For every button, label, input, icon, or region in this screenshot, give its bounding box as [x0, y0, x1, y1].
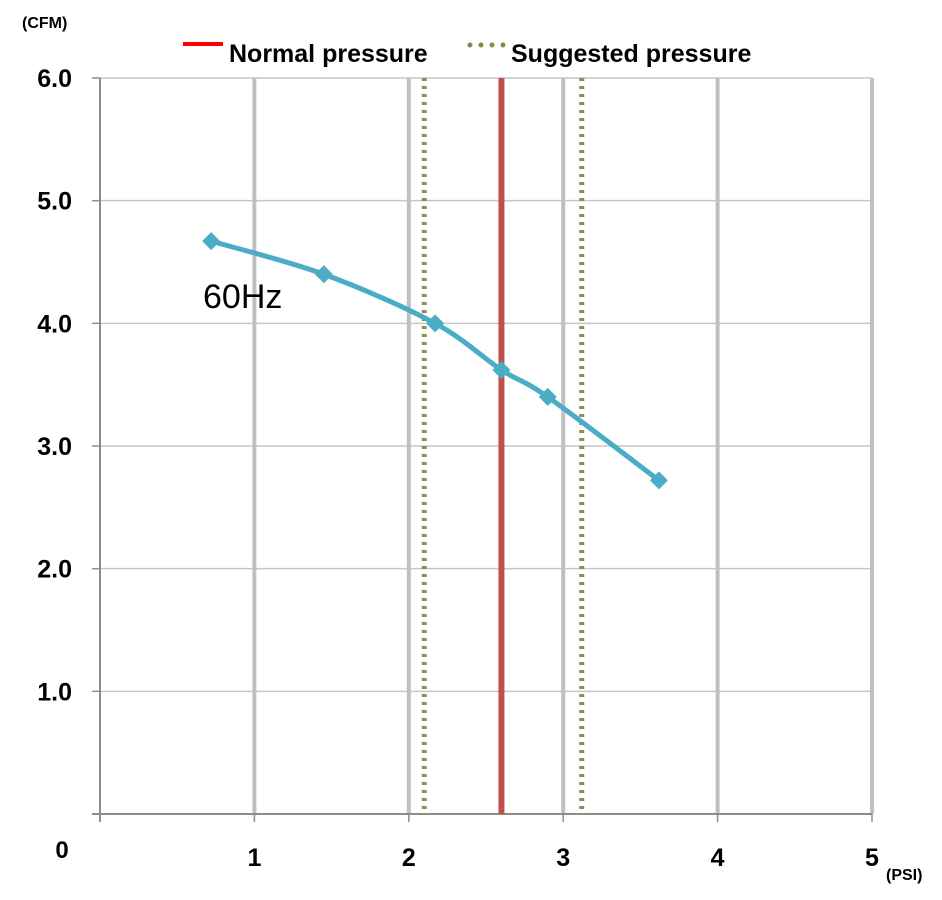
axis-labels: (CFM) (PSI) 0: [22, 15, 922, 884]
y-tick-label: 2.0: [37, 556, 72, 584]
y-tick-label: 1.0: [37, 678, 72, 706]
legend-suggested-label: Suggested pressure: [511, 40, 751, 68]
legend: Normal pressure Suggested pressure: [183, 40, 751, 68]
axes: 1.0 2.0 3.0 4.0 5.0 6.0 1 2 3 4 5: [37, 65, 879, 872]
series-label: 60Hz: [203, 278, 282, 316]
y-tick-label: 3.0: [37, 433, 72, 461]
x-tick-label: 4: [711, 844, 725, 872]
y-tick-label: 4.0: [37, 310, 72, 338]
data-point: [426, 314, 445, 333]
x-tick-label: 3: [556, 844, 570, 872]
grid: [100, 77, 874, 814]
y-unit-label: (CFM): [22, 15, 67, 32]
series: 60Hz: [202, 232, 668, 490]
data-point: [202, 232, 221, 251]
x-tick-label: 1: [247, 844, 261, 872]
x-unit-label: (PSI): [886, 867, 922, 884]
origin-label: 0: [55, 837, 68, 864]
y-tick-label: 5.0: [37, 188, 72, 216]
data-point: [314, 265, 333, 284]
y-tick-label: 6.0: [37, 65, 72, 93]
data-point: [492, 360, 511, 379]
series-line: [210, 238, 661, 483]
legend-normal-label: Normal pressure: [229, 40, 428, 68]
x-tick-label: 2: [402, 844, 416, 872]
data-point: [649, 471, 668, 490]
reference-lines: [421, 78, 585, 814]
x-tick-label: 5: [865, 844, 879, 872]
data-point: [538, 387, 557, 406]
